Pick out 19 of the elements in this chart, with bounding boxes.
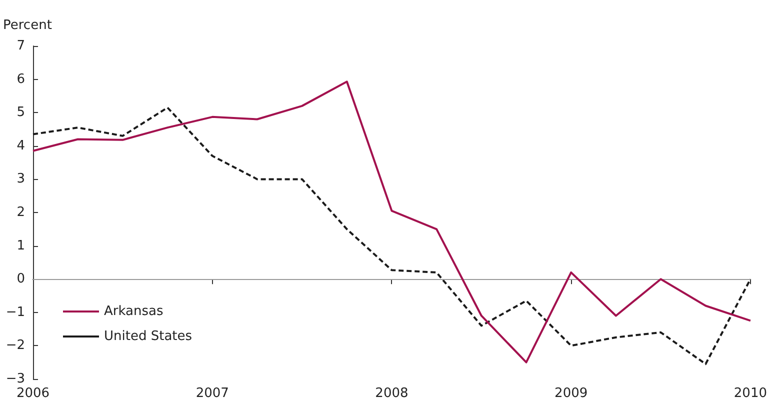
y-tick-label: 6 [16,72,25,87]
x-tick-label: 2008 [375,386,408,401]
x-tick-label: 2007 [196,386,229,401]
y-tick-label: 1 [16,238,25,254]
x-tick-label: 2009 [554,386,588,401]
x-tick-label: 2010 [734,386,768,401]
y-tick-label: 0 [16,272,25,287]
y-tick-label: −1 [6,304,25,320]
legend-label: Arkansas [104,304,164,319]
y-tick-label: −2 [6,338,25,354]
y-tick-label: 4 [16,138,25,154]
x-tick-label: 2006 [16,386,50,401]
y-tick-label: 2 [16,205,25,220]
y-tick-label: 3 [16,172,25,187]
y-tick-label: 7 [16,38,25,54]
y-tick-label: 5 [16,105,25,120]
legend-label: United States [104,329,192,344]
y-tick-label: −3 [6,372,25,386]
y-axis-title: Percent [3,18,52,33]
